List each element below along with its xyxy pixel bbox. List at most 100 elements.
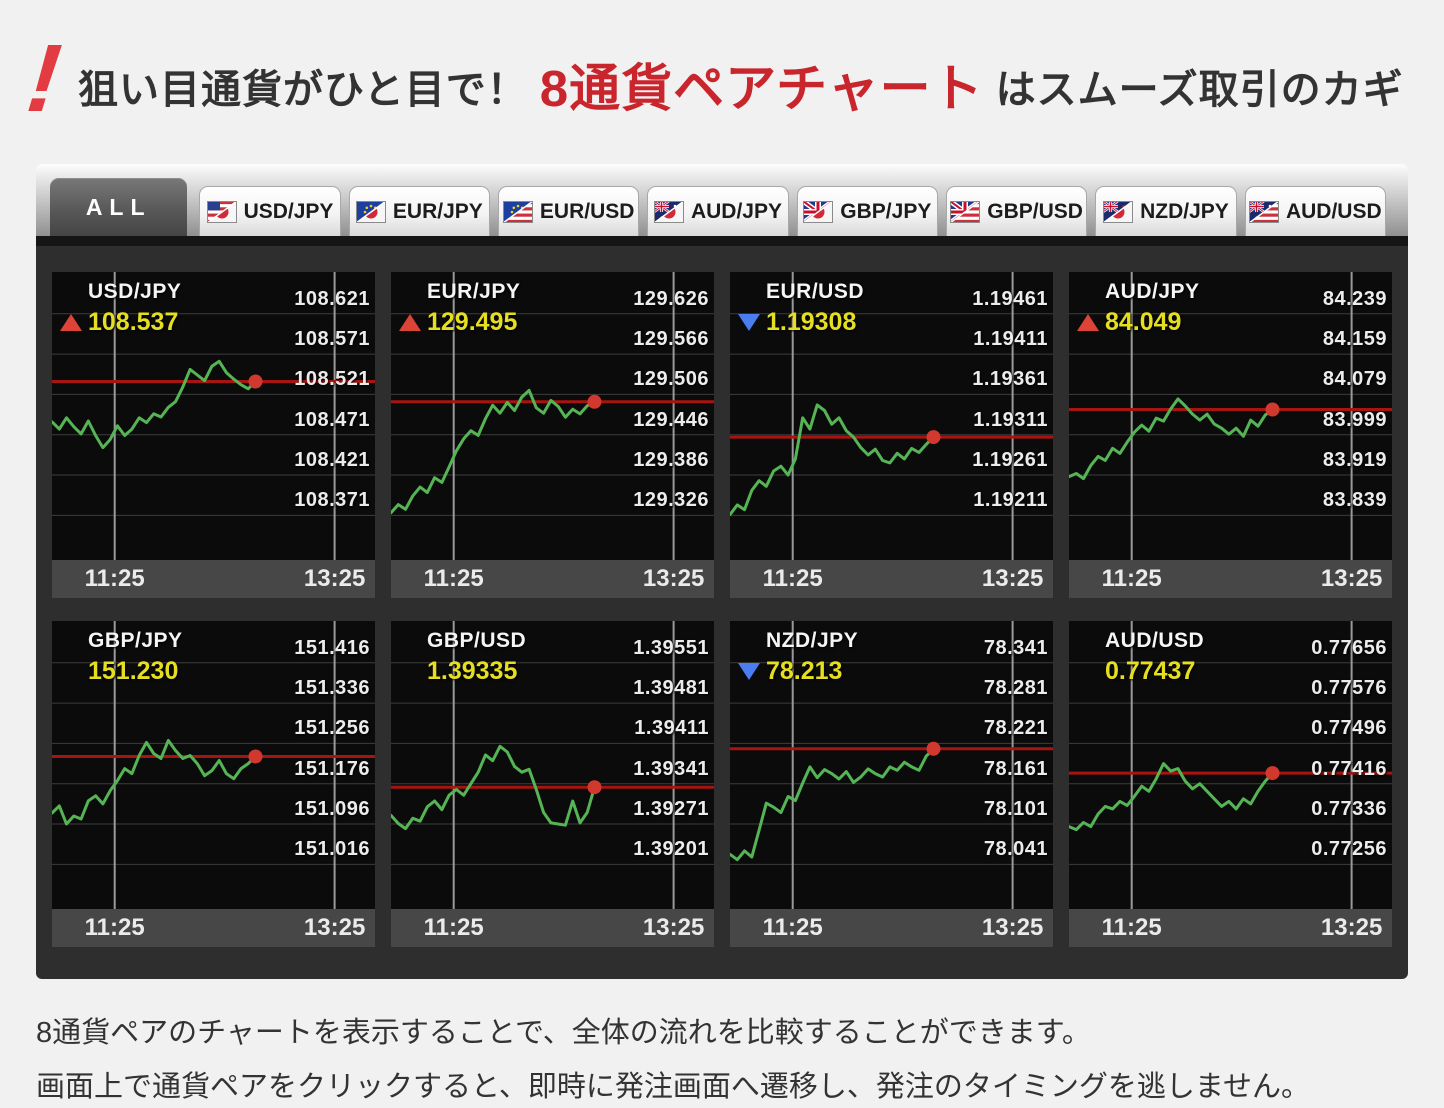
current-price: 129.495 [427, 307, 518, 336]
price-row: 151.230 [60, 657, 178, 685]
pair-title: GBP/USD [427, 629, 527, 652]
up-arrow-icon [399, 313, 421, 331]
y-axis-label: 84.159 [1322, 328, 1387, 351]
tab-label: EUR/JPY [392, 199, 483, 223]
chart-panel-gbp-jpy[interactable]: GBP/JPY 151.230 151.416 151.336 151.256 151… [52, 621, 375, 947]
y-axis-label: 151.256 [294, 717, 370, 740]
y-axis-label: 151.176 [294, 757, 370, 780]
tab-aud-usd[interactable]: AUD/USD [1244, 186, 1386, 236]
tab-all[interactable]: ALL [50, 178, 188, 236]
y-axis-label: 1.19211 [973, 489, 1048, 512]
y-axis-label: 151.336 [294, 677, 370, 700]
time-label: 11:25 [1101, 565, 1162, 592]
sparkline-plot [1069, 621, 1392, 909]
y-axis-label: 83.999 [1322, 408, 1387, 431]
time-label: 11:25 [84, 914, 145, 941]
sparkline-plot [391, 272, 714, 560]
current-price: 151.230 [88, 656, 179, 685]
price-row: 108.537 [60, 308, 178, 336]
sparkline-plot [52, 621, 375, 909]
y-axis-label: 1.39271 [633, 798, 709, 821]
pair-title: AUD/USD [1105, 629, 1205, 652]
flag-icon-aud-usd [1248, 200, 1279, 223]
description-line-2: 画面上で通貨ペアをクリックすると、即時に発注画面へ遷移し、発注のタイミングを逃し… [36, 1070, 1310, 1103]
y-axis-label: 84.239 [1322, 287, 1387, 310]
pair-title: AUD/JPY [1105, 280, 1200, 303]
description-text: 8通貨ペアのチャートを表示することで、全体の流れを比較することができます。 画面… [36, 1007, 1408, 1108]
tab-gbp-jpy[interactable]: GBP/JPY [796, 186, 938, 236]
chart-area: AUD/JPY 84.049 84.239 84.159 84.079 83.999 8… [1069, 272, 1392, 560]
headline-highlight: 8通貨ペアチャート [539, 60, 984, 117]
tab-label: EUR/USD [539, 199, 635, 223]
down-arrow-icon [738, 313, 760, 331]
y-axis-label: 151.416 [294, 636, 370, 659]
y-axis-label: 0.77256 [1311, 838, 1387, 861]
y-axis-label: 0.77576 [1311, 677, 1387, 700]
y-axis-label: 0.77416 [1311, 757, 1387, 780]
y-axis-label: 84.079 [1322, 368, 1387, 391]
time-axis: 11:25 13:25 [52, 909, 375, 947]
fx-chart-widget: ALL USD/JPY EUR/JPY EUR/USD [36, 164, 1408, 979]
pair-title: GBP/JPY [88, 629, 183, 652]
tabbar-divider [36, 236, 1408, 246]
chart-area: GBP/USD 1.39335 1.39551 1.39481 1.39411 1.3… [391, 621, 714, 909]
price-row: 129.495 [399, 308, 517, 336]
flag-icon-eur-usd [502, 200, 533, 223]
y-axis-label: 1.39481 [633, 677, 709, 700]
chart-area: AUD/USD 0.77437 0.77656 0.77576 0.77496 0.7… [1069, 621, 1392, 909]
chart-panel-aud-usd[interactable]: AUD/USD 0.77437 0.77656 0.77576 0.77496 0.7… [1069, 621, 1392, 947]
time-label: 13:25 [303, 914, 366, 941]
y-axis-label: 129.506 [633, 368, 709, 391]
trend-arrow-slot [738, 313, 766, 331]
current-price: 108.537 [88, 307, 179, 336]
tab-label: AUD/JPY [690, 199, 782, 223]
chart-panel-nzd-jpy[interactable]: NZD/JPY 78.213 78.341 78.281 78.221 78.161 7… [730, 621, 1053, 947]
y-axis-label: 0.77336 [1311, 798, 1387, 821]
tab-aud-jpy[interactable]: AUD/JPY [647, 186, 789, 236]
y-axis-label: 1.19261 [972, 449, 1048, 472]
time-label: 11:25 [423, 914, 484, 941]
y-axis-label: 0.77496 [1311, 717, 1387, 740]
y-axis-label: 78.341 [983, 636, 1048, 659]
y-axis-label: 108.471 [294, 408, 370, 431]
y-axis-label: 1.19461 [972, 287, 1048, 310]
time-label: 11:25 [1101, 914, 1162, 941]
time-label: 13:25 [981, 914, 1044, 941]
tab-usd-jpy[interactable]: USD/JPY [199, 186, 341, 236]
chart-panel-eur-usd[interactable]: EUR/USD 1.19308 1.19461 1.19411 1.19361 1.1… [730, 272, 1053, 598]
pair-title: EUR/USD [766, 280, 865, 303]
y-axis-label: 1.39341 [633, 757, 709, 780]
time-label: 13:25 [303, 565, 366, 592]
chart-panel-usd-jpy[interactable]: USD/JPY 108.537 108.621 108.571 108.521 108… [52, 272, 375, 598]
y-axis-label: 1.19361 [972, 368, 1048, 391]
headline-suffix: はスムーズ取引のカギ [995, 68, 1404, 112]
headline: 狙い目通貨がひと目で！ 8通貨ペアチャート はスムーズ取引のカギ [78, 47, 1404, 121]
time-axis: 11:25 13:25 [1069, 560, 1392, 598]
price-row: 1.19308 [738, 308, 856, 336]
tab-gbp-usd[interactable]: GBP/USD [945, 186, 1088, 236]
up-arrow-icon [1077, 313, 1099, 331]
flag-icon-usd-jpy [206, 200, 237, 223]
price-row: 84.049 [1077, 308, 1181, 336]
tab-label: GBP/JPY [840, 199, 932, 223]
chart-panel-aud-jpy[interactable]: AUD/JPY 84.049 84.239 84.159 84.079 83.999 8… [1069, 272, 1392, 598]
chart-panel-eur-jpy[interactable]: EUR/JPY 129.495 129.626 129.566 129.506 129… [391, 272, 714, 598]
time-label: 13:25 [1320, 914, 1383, 941]
y-axis-label: 108.621 [294, 287, 370, 310]
current-price: 84.049 [1105, 307, 1182, 336]
trend-arrow-slot [1077, 313, 1105, 331]
tab-nzd-jpy[interactable]: NZD/JPY [1095, 186, 1237, 236]
chart-panel-gbp-usd[interactable]: GBP/USD 1.39335 1.39551 1.39481 1.39411 1.3… [391, 621, 714, 947]
current-price: 1.19308 [766, 307, 857, 336]
y-axis-label: 78.221 [983, 717, 1048, 740]
tab-eur-jpy[interactable]: EUR/JPY [348, 186, 490, 236]
tab-eur-usd[interactable]: EUR/USD [498, 186, 640, 236]
price-row: 1.39335 [399, 657, 517, 685]
sparkline-plot [730, 621, 1053, 909]
sparkline-plot [52, 272, 375, 560]
y-axis-label: 129.326 [633, 489, 709, 512]
trend-arrow-slot [399, 313, 427, 331]
time-label: 11:25 [762, 914, 823, 941]
trend-arrow-slot [60, 313, 88, 331]
flag-icon-gbp-usd [950, 200, 981, 223]
